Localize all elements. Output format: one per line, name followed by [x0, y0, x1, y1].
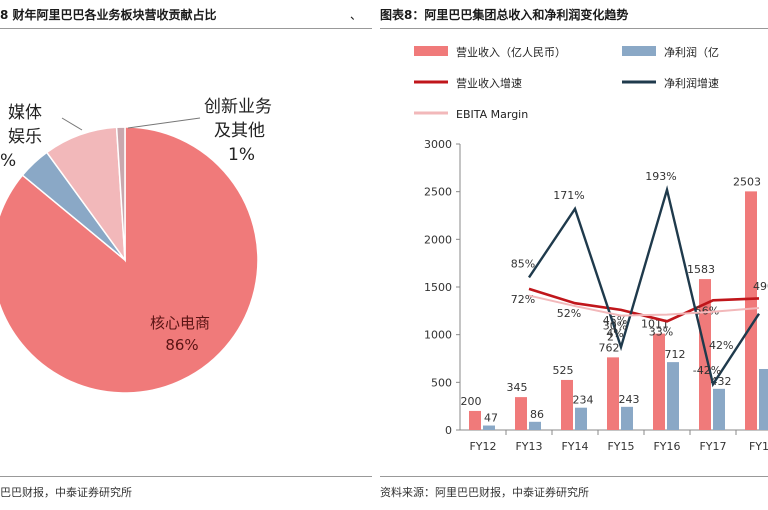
x-tick-label-5: FY17 — [699, 440, 726, 453]
media-leader-line — [61, 117, 83, 131]
bar-s1-0 — [483, 425, 495, 430]
bar-label-s1-3: 243 — [619, 393, 640, 406]
line-label-s0-5: 56% — [695, 304, 719, 317]
y-tick-label-6: 3000 — [424, 138, 452, 151]
bar-label-s0-0: 200 — [461, 395, 482, 408]
pie-slice-3 — [115, 126, 126, 261]
right-title-rule — [380, 28, 768, 29]
bar-label-s1-2: 234 — [573, 394, 594, 407]
innov-label-pct: 1% — [228, 145, 255, 165]
left-title-dot: 、 — [350, 8, 363, 22]
legend-label-1: 净利润（亿 — [664, 45, 719, 59]
line-label-s0-1: 72% — [511, 293, 535, 306]
legend-label-3: 净利润增速 — [664, 76, 719, 90]
bar-s0-4 — [653, 333, 665, 430]
media-label-line2: 娱乐 — [8, 127, 42, 147]
bar-label-s0-3: 762 — [599, 341, 620, 354]
bar-s0-1 — [515, 397, 527, 430]
right-source-note: 资料来源：阿里巴巴财报，中泰证券研究所 — [380, 486, 589, 499]
line-label-s1-5: -42% — [693, 364, 721, 377]
x-tick-label-3: FY15 — [607, 440, 634, 453]
line-label-s1-4: 193% — [645, 170, 676, 183]
y-tick-label-1: 500 — [431, 376, 452, 389]
x-tick-label-1: FY13 — [515, 440, 542, 453]
y-tick-label-3: 1500 — [424, 281, 452, 294]
y-tick-label-4: 2000 — [424, 233, 452, 246]
extra-label-fy18: 490 — [753, 280, 768, 293]
innov-label-line2: 及其他 — [214, 121, 265, 141]
bar-s0-6 — [745, 191, 757, 430]
right-chart-panel: 图表8：阿里巴巴集团总收入和净利润变化趋势 营业收入（亿人民币） 净利润（亿 营业收… — [380, 0, 768, 510]
line-label-s1-2: 171% — [553, 189, 584, 202]
bar-label-s0-6: 2503 — [733, 175, 761, 188]
bar-s1-4 — [667, 362, 679, 430]
left-chart-title: 8 财年阿里巴巴各业务板块营收贡献占比 — [0, 8, 217, 22]
line-label-s0-2: 52% — [557, 307, 581, 320]
media-label-line1: 媒体 — [8, 103, 42, 123]
y-tick-label-5: 2500 — [424, 186, 452, 199]
bar-s0-0 — [469, 410, 481, 430]
legend-label-4: EBITA Margin — [456, 108, 528, 121]
x-tick-label-4: FY16 — [653, 440, 680, 453]
x-tick-label-6: FY1 — [749, 440, 768, 453]
bar-label-s0-5: 1583 — [687, 263, 715, 276]
legend-swatch-1 — [622, 46, 656, 56]
line-label-s0-3: 45% — [603, 314, 627, 327]
line-label-s0-4: 33% — [649, 325, 673, 338]
bar-s1-3 — [621, 406, 633, 430]
extra-label-fy17: 42% — [709, 339, 733, 352]
core-label-name: 核心电商 — [150, 314, 210, 332]
x-tick-label-2: FY14 — [561, 440, 588, 453]
bar-s0-2 — [561, 379, 573, 430]
line-label-s2-3: 30% — [603, 320, 627, 333]
legend-label-0: 营业收入（亿人民币） — [456, 45, 566, 59]
media-label-pct: % — [0, 151, 16, 171]
bar-s1-5 — [713, 388, 725, 430]
y-tick-label-2: 1000 — [424, 329, 452, 342]
bar-s0-3 — [607, 357, 619, 430]
x-tick-label-0: FY12 — [469, 440, 496, 453]
extra-label-fy15: 2 — [607, 330, 614, 343]
left-chart-panel: 8 财年阿里巴巴各业务板块营收贡献占比 、 媒体娱乐% 创新业务及其他 1% 核心电商… — [0, 0, 380, 510]
right-source-rule — [380, 476, 768, 477]
line-label-s1-3: 4% — [606, 327, 623, 340]
innov-leader-line — [127, 117, 201, 129]
bar-label-s0-1: 345 — [507, 381, 528, 394]
bar-s1-2 — [575, 407, 587, 430]
bar-label-s1-4: 712 — [665, 348, 686, 361]
bar-s1-1 — [529, 421, 541, 430]
y-tick-label-0: 0 — [445, 424, 452, 437]
bar-s1-6 — [759, 368, 768, 430]
core-label-pct: 86% — [165, 336, 198, 354]
line-series-1 — [528, 185, 761, 388]
legend-swatch-0 — [414, 46, 448, 56]
bar-label-s1-1: 86 — [530, 408, 544, 421]
left-source-rule — [0, 476, 372, 477]
right-chart-title: 图表8：阿里巴巴集团总收入和净利润变化趋势 — [380, 8, 629, 22]
left-title-rule — [0, 28, 372, 29]
legend-label-2: 营业收入增速 — [456, 76, 522, 90]
pie-slice-0 — [0, 126, 259, 394]
bar-label-s0-2: 525 — [553, 364, 574, 377]
bar-label-s1-0: 47 — [484, 412, 498, 425]
left-source-note: 巴巴财报，中泰证券研究所 — [0, 486, 132, 499]
line-label-s1-1: 85% — [511, 257, 535, 270]
line-series-2 — [528, 294, 760, 317]
innov-label-line1: 创新业务 — [204, 97, 272, 117]
